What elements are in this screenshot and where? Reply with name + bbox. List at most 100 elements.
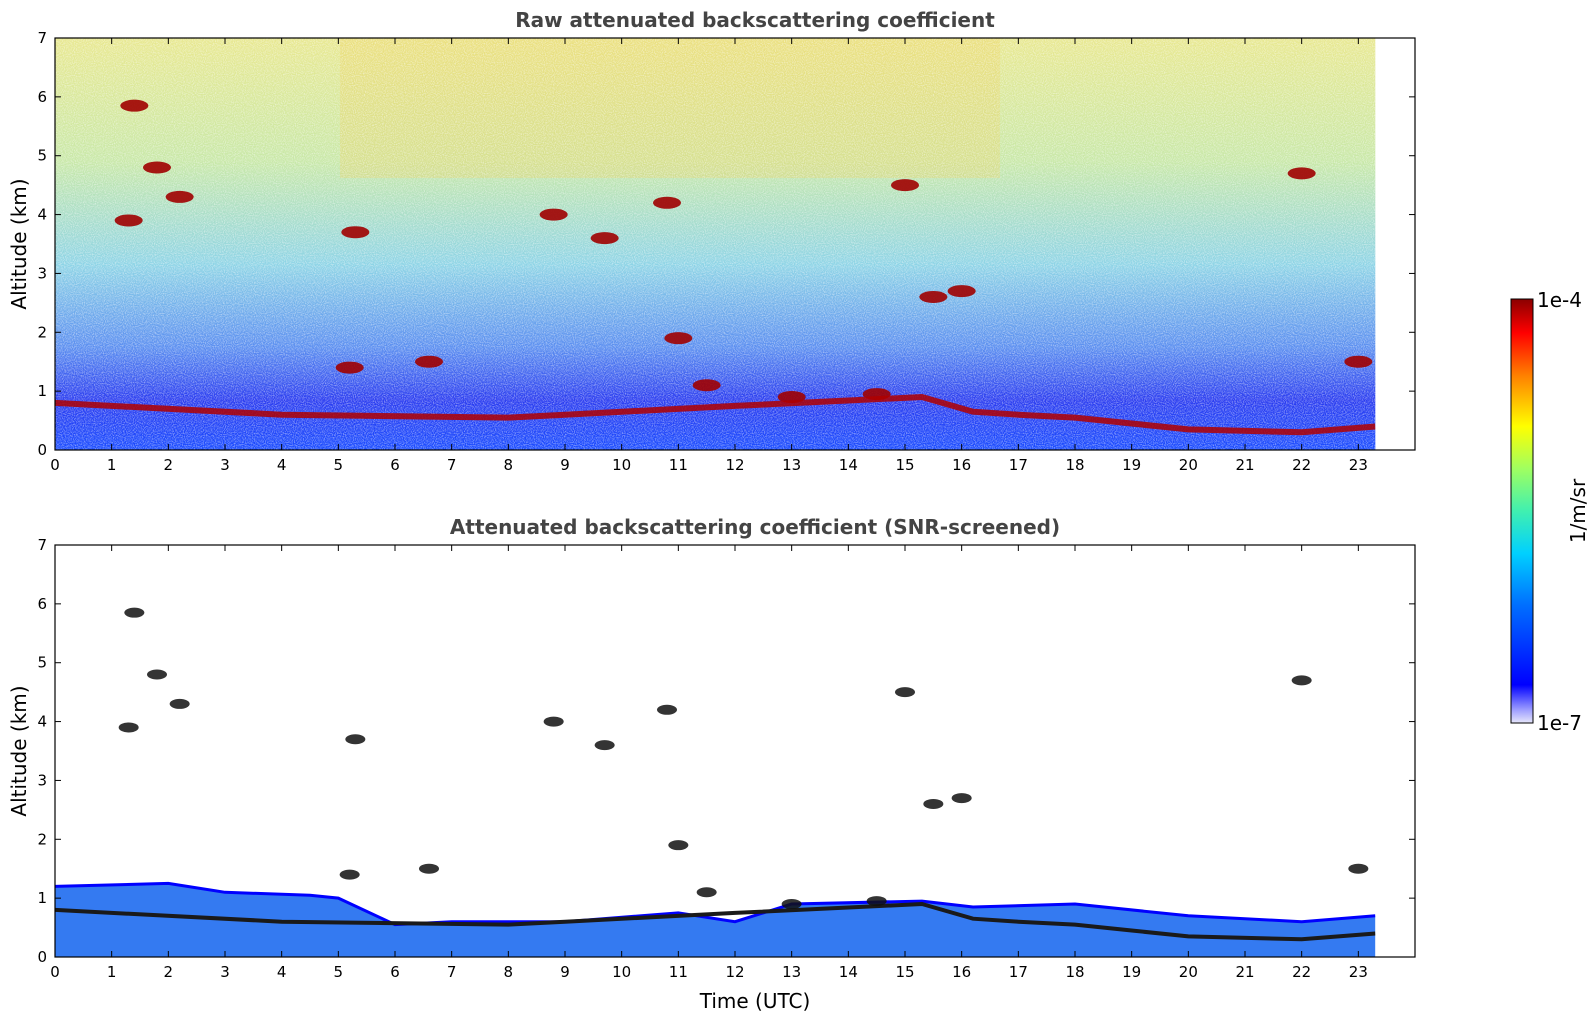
bottom-boundary-layer-line [55, 901, 1376, 942]
x-tick-label: 13 [782, 963, 801, 981]
y-tick-label: 0 [37, 948, 47, 966]
x-tick-label: 0 [50, 963, 60, 981]
cloud-feature [1344, 355, 1373, 368]
y-tick-label: 4 [37, 206, 47, 224]
bottom-heatmap [55, 545, 1415, 957]
colorbar: 1e-4 1e-7 1/m/sr [1510, 288, 1590, 735]
x-tick-label: 11 [669, 456, 688, 474]
x-tick-label: 17 [1009, 456, 1028, 474]
y-tick-label: 2 [37, 323, 47, 341]
x-axis-label: Time (UTC) [699, 989, 811, 1013]
screened-cloud-feature [657, 704, 677, 715]
top-speckle-overlay [55, 38, 1415, 450]
bottom-heatmap-background [55, 545, 1415, 957]
y-tick-label: 3 [37, 264, 47, 282]
x-tick-label: 5 [334, 963, 344, 981]
y-tick-label: 5 [37, 147, 47, 165]
cloud-feature [539, 208, 568, 221]
screened-cloud-feature [594, 740, 615, 751]
cloud-feature [120, 99, 149, 112]
y-tick-label: 0 [37, 441, 47, 459]
screened-cloud-feature [543, 716, 564, 727]
x-tick-label: 12 [725, 456, 744, 474]
x-tick-label: 7 [447, 456, 457, 474]
screened-cloud-feature [1348, 863, 1369, 874]
y-tick-label: 6 [37, 595, 47, 613]
x-tick-label: 1 [107, 963, 117, 981]
screened-cloud-feature [345, 734, 366, 745]
x-tick-label: 23 [1349, 963, 1368, 981]
top-panel-title: Raw attenuated backscattering coefficien… [515, 8, 995, 32]
colorbar-gradient [1510, 298, 1534, 724]
x-tick-label: 4 [277, 456, 287, 474]
x-tick-label: 14 [839, 963, 858, 981]
cloud-feature [590, 232, 619, 245]
bottom-x-ticks: 0 1 2 3 4 5 6 7 8 9 10 11 12 13 14 15 16 17 18 19 20 21 22 23 [50, 545, 1368, 981]
x-tick-label: 4 [277, 963, 287, 981]
screened-cloud-feature [895, 687, 915, 698]
x-tick-label: 5 [334, 456, 344, 474]
x-tick-label: 12 [725, 963, 744, 981]
top-panel: Raw attenuated backscattering coefficien… [7, 8, 1416, 474]
bottom-panel: Attenuated backscattering coefficient (S… [7, 515, 1416, 1013]
screened-cloud-feature [147, 669, 167, 680]
screened-cloud-feature [866, 896, 887, 907]
screened-cloud-feature [419, 863, 439, 874]
x-tick-label: 6 [390, 963, 400, 981]
screened-cloud-feature [696, 887, 717, 898]
x-tick-label: 2 [164, 456, 174, 474]
x-tick-label: 7 [447, 963, 457, 981]
y-tick-label: 1 [37, 382, 47, 400]
bottom-cloud-layer [118, 607, 1369, 910]
x-tick-label: 2 [164, 963, 174, 981]
screened-cloud-feature [1291, 675, 1312, 686]
y-tick-label: 5 [37, 654, 47, 672]
cloud-feature [114, 214, 143, 227]
x-tick-label: 15 [895, 963, 914, 981]
cloud-feature [165, 190, 194, 203]
x-tick-label: 16 [952, 963, 971, 981]
screened-cloud-feature [923, 798, 944, 809]
x-tick-label: 13 [782, 456, 801, 474]
cloud-feature [341, 226, 370, 239]
bottom-aerosol-layer [55, 883, 1376, 957]
top-x-ticks: 0 1 2 3 4 5 6 7 8 9 10 11 12 13 14 15 16 17 18 19 20 21 22 23 [50, 38, 1368, 474]
top-boundary-layer-line [55, 393, 1376, 436]
x-tick-label: 3 [220, 963, 230, 981]
cloud-feature [947, 285, 976, 298]
colorbar-min-label: 1e-7 [1537, 711, 1582, 735]
cloud-feature [1287, 167, 1316, 180]
bottom-y-axis-label: Altitude (km) [7, 685, 31, 816]
y-tick-label: 4 [37, 713, 47, 731]
x-tick-label: 10 [612, 456, 631, 474]
screened-cloud-feature [339, 869, 360, 880]
x-tick-label: 19 [1122, 963, 1141, 981]
x-tick-label: 8 [504, 963, 514, 981]
y-tick-label: 3 [37, 771, 47, 789]
colorbar-unit-label: 1/m/sr [1566, 478, 1590, 543]
cloud-feature [335, 361, 364, 374]
x-tick-label: 10 [612, 963, 631, 981]
cloud-feature [415, 355, 443, 368]
cloud-feature [919, 290, 948, 303]
x-tick-label: 14 [839, 456, 858, 474]
top-y-ticks: 0 1 2 3 4 5 6 7 [37, 29, 1415, 459]
top-missing-data-region [1375, 38, 1415, 450]
x-tick-label: 21 [1235, 456, 1254, 474]
cloud-feature [692, 379, 721, 392]
screened-cloud-feature [668, 840, 689, 851]
screened-cloud-feature [124, 607, 145, 618]
cloud-feature [143, 161, 171, 174]
x-tick-label: 9 [560, 963, 570, 981]
bottom-panel-title: Attenuated backscattering coefficient (S… [450, 515, 1060, 539]
y-tick-label: 7 [37, 536, 47, 554]
x-tick-label: 21 [1235, 963, 1254, 981]
x-tick-label: 19 [1122, 456, 1141, 474]
colorbar-max-label: 1e-4 [1537, 288, 1582, 312]
y-tick-label: 2 [37, 830, 47, 848]
screened-cloud-feature [951, 793, 972, 804]
top-heatmap [55, 38, 1415, 450]
cloud-feature [664, 332, 693, 345]
x-tick-label: 20 [1179, 456, 1198, 474]
